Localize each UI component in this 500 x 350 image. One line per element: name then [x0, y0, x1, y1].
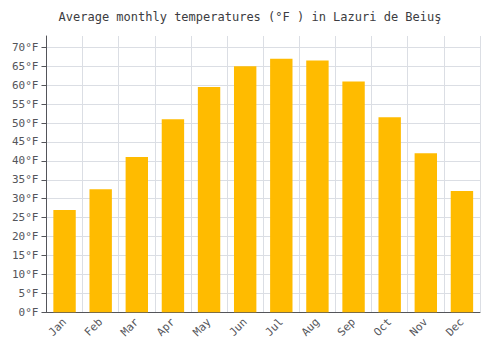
svg-text:Nov: Nov — [407, 315, 430, 338]
svg-text:0°F: 0°F — [19, 306, 39, 319]
svg-text:45°F: 45°F — [12, 135, 39, 148]
svg-text:65°F: 65°F — [12, 60, 39, 73]
svg-text:Aug: Aug — [299, 316, 322, 339]
svg-text:Average monthly temperatures (: Average monthly temperatures (°F ) in La… — [59, 10, 442, 24]
svg-text:25°F: 25°F — [12, 211, 39, 224]
svg-text:60°F: 60°F — [12, 79, 39, 92]
svg-text:50°F: 50°F — [12, 117, 39, 130]
svg-text:Feb: Feb — [82, 316, 105, 339]
svg-text:Jan: Jan — [46, 316, 69, 339]
svg-text:Jun: Jun — [227, 316, 250, 339]
svg-text:70°F: 70°F — [12, 41, 39, 54]
svg-text:Dec: Dec — [443, 316, 466, 339]
svg-text:Oct: Oct — [371, 316, 394, 339]
svg-text:May: May — [190, 315, 213, 338]
svg-text:40°F: 40°F — [12, 154, 39, 167]
svg-text:10°F: 10°F — [12, 268, 39, 281]
svg-text:55°F: 55°F — [12, 98, 39, 111]
svg-text:15°F: 15°F — [12, 249, 39, 262]
svg-text:Mar: Mar — [118, 315, 141, 338]
svg-text:20°F: 20°F — [12, 230, 39, 243]
svg-text:30°F: 30°F — [12, 192, 39, 205]
svg-text:5°F: 5°F — [19, 287, 39, 300]
svg-text:Sep: Sep — [335, 316, 358, 339]
svg-text:Jul: Jul — [263, 316, 286, 339]
svg-text:Apr: Apr — [154, 315, 177, 338]
svg-text:35°F: 35°F — [12, 173, 39, 186]
